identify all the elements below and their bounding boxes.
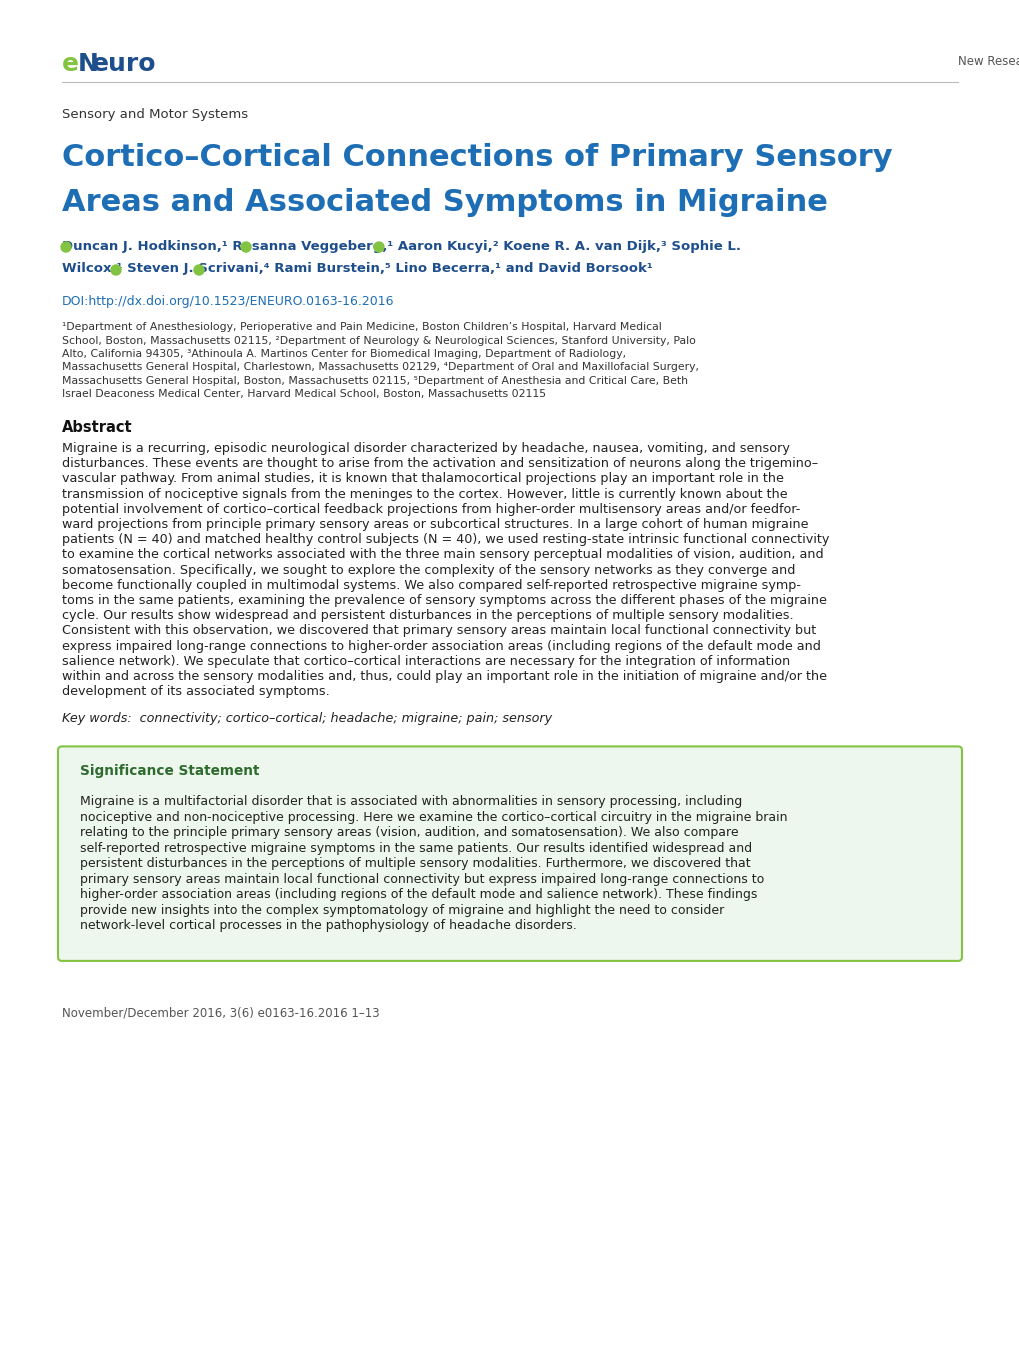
Text: Massachusetts General Hospital, Charlestown, Massachusetts 02129, ⁴Department of: Massachusetts General Hospital, Charlest… [62, 363, 698, 373]
Text: Sensory and Motor Systems: Sensory and Motor Systems [62, 108, 248, 121]
Circle shape [240, 242, 251, 253]
Text: primary sensory areas maintain local functional connectivity but express impaire: primary sensory areas maintain local fun… [79, 872, 763, 886]
Text: relating to the principle primary sensory areas (vision, audition, and somatosen: relating to the principle primary sensor… [79, 826, 738, 839]
Text: DOI:http://dx.doi.org/10.1523/ENEURO.0163-16.2016: DOI:http://dx.doi.org/10.1523/ENEURO.016… [62, 295, 394, 308]
Text: persistent disturbances in the perceptions of multiple sensory modalities. Furth: persistent disturbances in the perceptio… [79, 857, 750, 871]
Text: nociceptive and non-nociceptive processing. Here we examine the cortico–cortical: nociceptive and non-nociceptive processi… [79, 811, 787, 824]
FancyBboxPatch shape [58, 747, 961, 961]
Text: ward projections from principle primary sensory areas or subcortical structures.: ward projections from principle primary … [62, 517, 808, 531]
Text: Areas and Associated Symptoms in Migraine: Areas and Associated Symptoms in Migrain… [62, 188, 827, 217]
Text: become functionally coupled in multimodal systems. We also compared self-reporte: become functionally coupled in multimoda… [62, 579, 800, 592]
Text: November/December 2016, 3(6) e0163-16.2016 1–13: November/December 2016, 3(6) e0163-16.20… [62, 1007, 379, 1020]
Text: transmission of nociceptive signals from the meninges to the cortex. However, li: transmission of nociceptive signals from… [62, 487, 787, 501]
Text: Wilcox,¹ Steven J. Scrivani,⁴ Rami Burstein,⁵ Lino Becerra,¹ and David Borsook¹: Wilcox,¹ Steven J. Scrivani,⁴ Rami Burst… [62, 262, 652, 274]
Text: toms in the same patients, examining the prevalence of sensory symptoms across t: toms in the same patients, examining the… [62, 594, 826, 607]
Text: patients (N = 40) and matched healthy control subjects (N = 40), we used resting: patients (N = 40) and matched healthy co… [62, 534, 828, 546]
Text: Consistent with this observation, we discovered that primary sensory areas maint: Consistent with this observation, we dis… [62, 624, 815, 637]
Text: Key words:  connectivity; cortico–cortical; headache; migraine; pain; sensory: Key words: connectivity; cortico–cortica… [62, 713, 551, 725]
Text: within and across the sensory modalities and, thus, could play an important role: within and across the sensory modalities… [62, 670, 826, 682]
Circle shape [194, 265, 204, 274]
Text: disturbances. These events are thought to arise from the activation and sensitiz: disturbances. These events are thought t… [62, 457, 817, 470]
Text: Significance Statement: Significance Statement [79, 764, 259, 778]
Text: N: N [77, 52, 99, 76]
Text: Alto, California 94305, ³Athinoula A. Martinos Center for Biomedical Imaging, De: Alto, California 94305, ³Athinoula A. Ma… [62, 349, 626, 359]
Text: Migraine is a recurring, episodic neurological disorder characterized by headach: Migraine is a recurring, episodic neurol… [62, 442, 789, 455]
Text: euro: euro [92, 52, 156, 76]
Text: School, Boston, Massachusetts 02115, ²Department of Neurology & Neurological Sci: School, Boston, Massachusetts 02115, ²De… [62, 336, 695, 345]
Text: e: e [62, 52, 78, 76]
Text: Migraine is a multifactorial disorder that is associated with abnormalities in s: Migraine is a multifactorial disorder th… [79, 796, 742, 808]
Circle shape [374, 242, 383, 253]
Text: cycle. Our results show widespread and persistent disturbances in the perception: cycle. Our results show widespread and p… [62, 609, 793, 622]
Text: express impaired long-range connections to higher-order association areas (inclu: express impaired long-range connections … [62, 640, 820, 652]
Text: network-level cortical processes in the pathophysiology of headache disorders.: network-level cortical processes in the … [79, 920, 576, 932]
Text: Israel Deaconess Medical Center, Harvard Medical School, Boston, Massachusetts 0: Israel Deaconess Medical Center, Harvard… [62, 389, 545, 400]
Text: Abstract: Abstract [62, 420, 132, 435]
Text: to examine the cortical networks associated with the three main sensory perceptu: to examine the cortical networks associa… [62, 549, 822, 561]
Text: Duncan J. Hodkinson,¹ Rosanna Veggeberg,¹ Aaron Kucyi,² Koene R. A. van Dijk,³ S: Duncan J. Hodkinson,¹ Rosanna Veggeberg,… [62, 240, 740, 253]
Text: New Research: New Research [957, 55, 1019, 68]
Text: somatosensation. Specifically, we sought to explore the complexity of the sensor: somatosensation. Specifically, we sought… [62, 564, 795, 576]
Text: self-reported retrospective migraine symptoms in the same patients. Our results : self-reported retrospective migraine sym… [79, 842, 751, 854]
Text: Massachusetts General Hospital, Boston, Massachusetts 02115, ⁵Department of Anes: Massachusetts General Hospital, Boston, … [62, 375, 688, 386]
Text: development of its associated symptoms.: development of its associated symptoms. [62, 685, 329, 699]
Text: potential involvement of cortico–cortical feedback projections from higher-order: potential involvement of cortico–cortica… [62, 502, 800, 516]
Text: vascular pathway. From animal studies, it is known that thalamocortical projecti: vascular pathway. From animal studies, i… [62, 472, 784, 486]
Circle shape [61, 242, 71, 253]
Text: provide new insights into the complex symptomatology of migraine and highlight t: provide new insights into the complex sy… [79, 904, 723, 917]
Text: salience network). We speculate that cortico–cortical interactions are necessary: salience network). We speculate that cor… [62, 655, 790, 667]
Text: ¹Department of Anesthesiology, Perioperative and Pain Medicine, Boston Children’: ¹Department of Anesthesiology, Periopera… [62, 322, 661, 332]
Text: higher-order association areas (including regions of the default mode and salien: higher-order association areas (includin… [79, 889, 757, 901]
Text: Cortico–Cortical Connections of Primary Sensory: Cortico–Cortical Connections of Primary … [62, 143, 892, 172]
Circle shape [111, 265, 121, 274]
